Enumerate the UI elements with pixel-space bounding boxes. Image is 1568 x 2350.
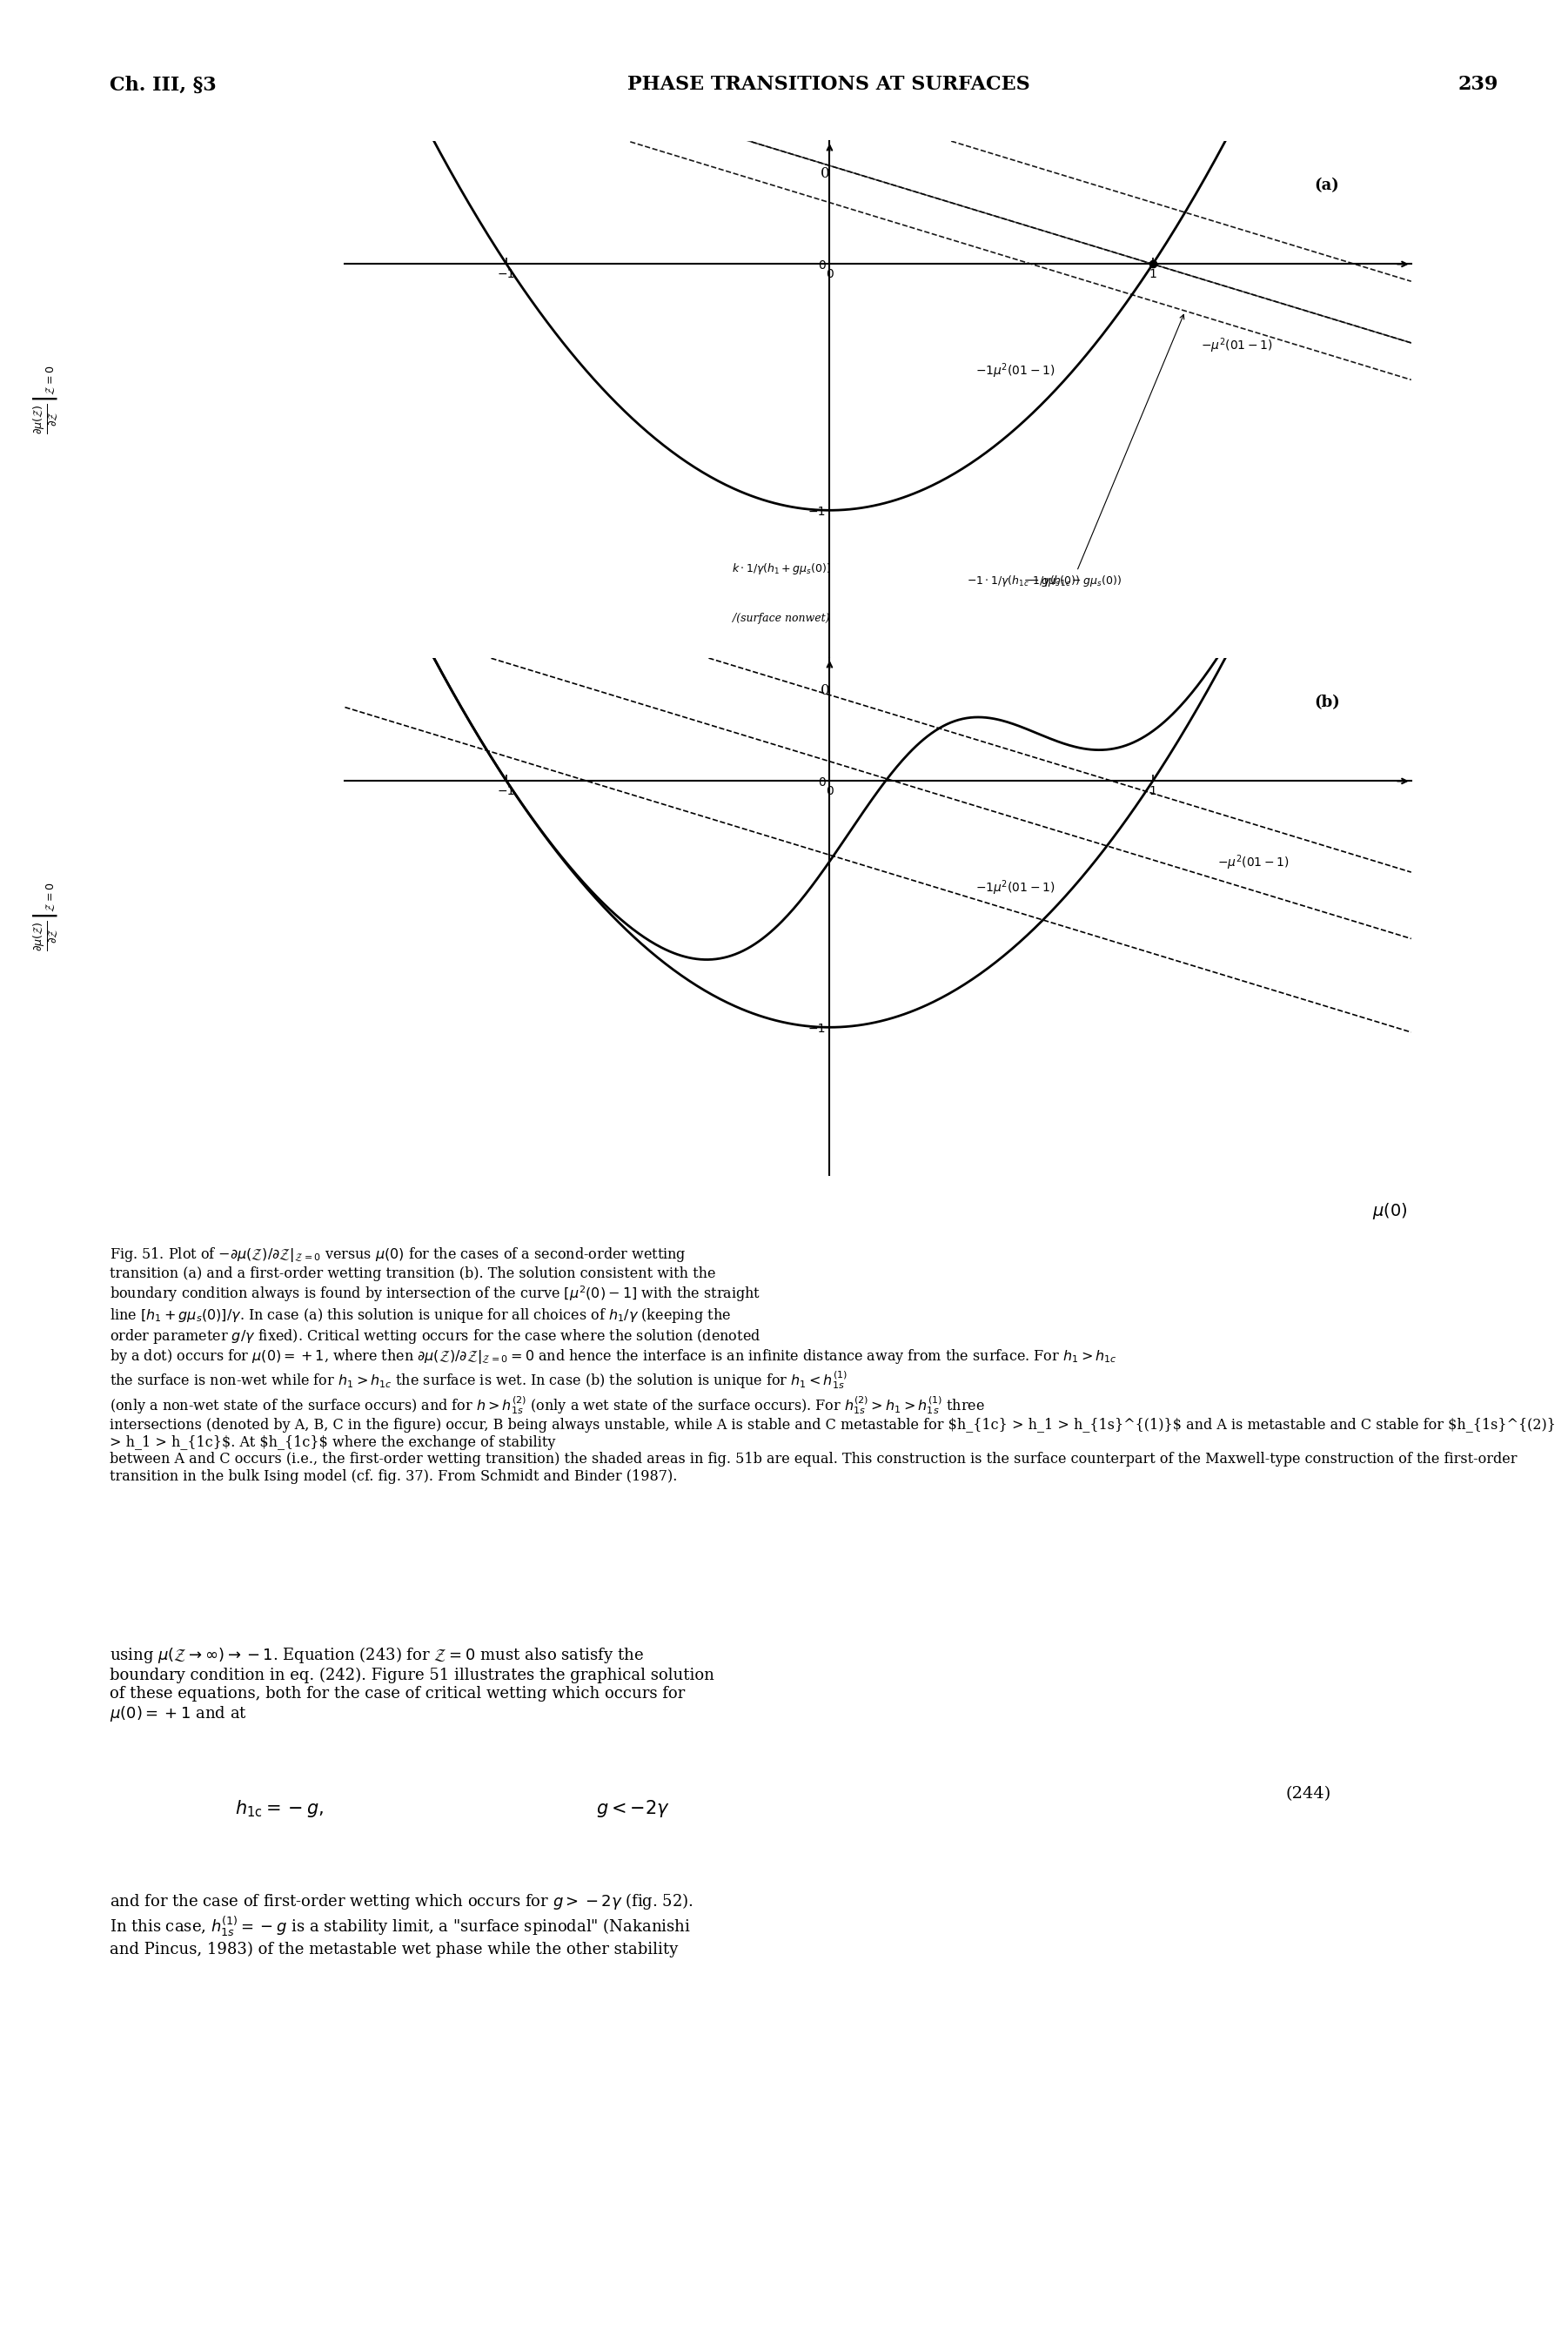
Text: $k\cdot 1/\gamma(h_1+g\mu_s(0))$: $k\cdot 1/\gamma(h_1+g\mu_s(0))$	[732, 562, 831, 576]
Text: $-1\cdot 1/\gamma(h_{1c}-g\mu_s(0))$: $-1\cdot 1/\gamma(h_{1c}-g\mu_s(0))$	[967, 573, 1080, 588]
Text: using $\mu(\mathcal{Z} \to \infty) \to -1$. Equation (243) for $\mathcal{Z} = 0$: using $\mu(\mathcal{Z} \to \infty) \to -…	[110, 1645, 715, 1723]
Text: and for the case of first-order wetting which occurs for $g > -2\gamma$ (fig. 52: and for the case of first-order wetting …	[110, 1892, 693, 1958]
Text: 0: 0	[820, 167, 829, 181]
Text: $-\mu^2(01-1)$: $-\mu^2(01-1)$	[1201, 336, 1273, 355]
Text: $h_{1\mathrm{c}} = -g,$: $h_{1\mathrm{c}} = -g,$	[235, 1798, 325, 1819]
Text: (a): (a)	[1314, 179, 1339, 193]
Text: $-\mu^2(01-1)$: $-\mu^2(01-1)$	[1217, 853, 1289, 872]
Text: (b): (b)	[1314, 696, 1341, 710]
Text: 0: 0	[820, 684, 829, 698]
Text: $-1\mu^2(01-1)$: $-1\mu^2(01-1)$	[975, 879, 1055, 898]
Text: $\left.\frac{\partial\mu(\mathcal{Z})}{\partial\mathcal{Z}}\right|_{\mathcal{Z}=: $\left.\frac{\partial\mu(\mathcal{Z})}{\…	[33, 364, 61, 435]
X-axis label: $\mu(0)$: $\mu(0)$	[1372, 1201, 1408, 1222]
Text: $-1\mu^2(01-1)$: $-1\mu^2(01-1)$	[975, 362, 1055, 381]
Text: Fig. 51. Plot of $-\partial\mu(\mathcal{Z})/\partial\mathcal{Z}|_{\mathcal{Z}=0}: Fig. 51. Plot of $-\partial\mu(\mathcal{…	[110, 1246, 1555, 1483]
Text: Ch. III, §3: Ch. III, §3	[110, 75, 216, 94]
Text: $-1/\gamma(h_{1c}-g\mu_s(0))$: $-1/\gamma(h_{1c}-g\mu_s(0))$	[1024, 315, 1184, 588]
Text: PHASE TRANSITIONS AT SURFACES: PHASE TRANSITIONS AT SURFACES	[627, 75, 1030, 94]
Text: 239: 239	[1458, 75, 1499, 94]
Text: /(surface nonwet): /(surface nonwet)	[732, 613, 829, 623]
X-axis label: $\mu(0)$: $\mu(0)$	[1372, 684, 1408, 705]
Text: $\left.\frac{\partial\mu(\mathcal{Z})}{\partial\mathcal{Z}}\right|_{\mathcal{Z}=: $\left.\frac{\partial\mu(\mathcal{Z})}{\…	[33, 881, 61, 952]
Text: (244): (244)	[1286, 1786, 1331, 1802]
Text: $g < -2\gamma$: $g < -2\gamma$	[596, 1798, 670, 1819]
